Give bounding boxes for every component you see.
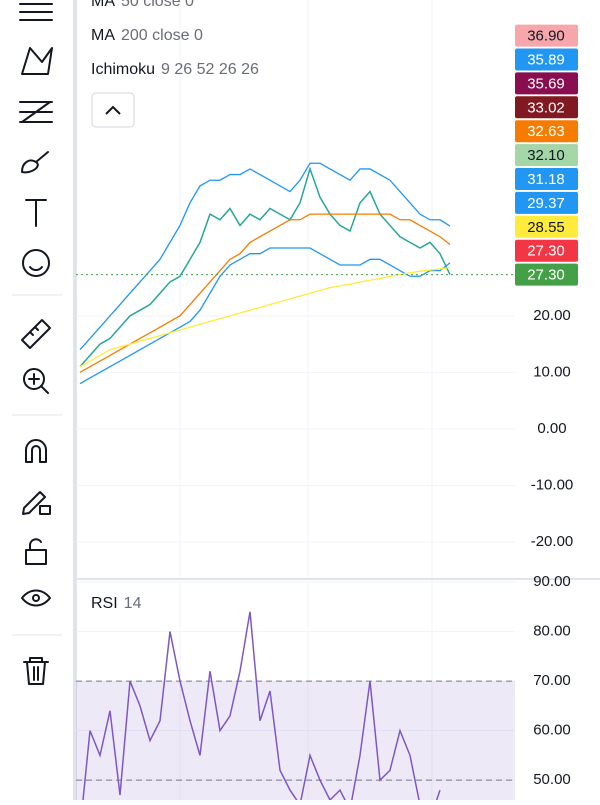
- price-tag: [515, 144, 578, 167]
- price-tag-label: 32.63: [527, 123, 565, 140]
- price-tag: [515, 263, 578, 286]
- fib-icon[interactable]: [19, 101, 53, 123]
- rsi_pane-plot: [76, 580, 515, 800]
- legend-name: MA: [91, 27, 115, 44]
- ruler-icon[interactable]: [21, 319, 51, 349]
- toolbar: [12, 0, 77, 800]
- eye-icon[interactable]: [21, 589, 51, 607]
- price-tag: [515, 239, 578, 262]
- legend-params: 9 26 52 26 26: [161, 61, 259, 78]
- price-tag-label: 35.69: [527, 75, 565, 92]
- series-line: [79, 266, 451, 368]
- price-tag-label: 27.30: [527, 267, 565, 284]
- series-line: [79, 213, 451, 373]
- price-tag-label: 28.55: [527, 219, 565, 236]
- price-tag: [515, 72, 578, 95]
- price-tag: [515, 48, 578, 71]
- series-line: [79, 247, 451, 385]
- price_pane-plot: [76, 0, 515, 578]
- y-tick-label: 50.00: [533, 771, 571, 788]
- rsi-band: [76, 681, 515, 800]
- price-tag: [515, 215, 578, 238]
- y-tick-label: 70.00: [533, 672, 571, 689]
- price-tag: [515, 191, 578, 214]
- collapse-button[interactable]: [91, 92, 135, 128]
- price-tag: [515, 96, 578, 119]
- price-tag: [515, 167, 578, 190]
- legend-name: Ichimoku: [91, 61, 155, 78]
- legend-params: 200 close 0: [121, 27, 203, 44]
- zoom-icon[interactable]: [23, 368, 49, 394]
- series-line: [82, 611, 441, 800]
- y-tick-label: -20.00: [531, 533, 574, 550]
- price-tag-label: 27.30: [527, 243, 565, 260]
- price-tag: [515, 24, 578, 47]
- price-tag: [515, 120, 578, 143]
- brush-icon[interactable]: [21, 151, 49, 174]
- price-tag-label: 36.90: [527, 28, 565, 45]
- lock-icon[interactable]: [25, 538, 47, 565]
- lock-draw-icon[interactable]: [22, 491, 51, 515]
- y-tick-label: 20.00: [533, 307, 571, 324]
- y-tick-label: 60.00: [533, 722, 571, 739]
- price-tag-label: 33.02: [527, 99, 565, 116]
- series-line: [79, 166, 451, 368]
- series-line: [79, 162, 451, 351]
- price-tag-label: 32.10: [527, 147, 565, 164]
- y-tick-label: 90.00: [533, 573, 571, 590]
- pattern-icon[interactable]: [21, 47, 53, 75]
- y-tick-label: -10.00: [531, 476, 574, 493]
- trash-icon[interactable]: [23, 657, 49, 685]
- y-tick-label: 80.00: [533, 623, 571, 640]
- rsi-title: RSI: [91, 595, 118, 612]
- y-tick-label: 10.00: [533, 363, 571, 380]
- legend-name: MA: [91, 0, 115, 10]
- rsi-params: 14: [124, 595, 142, 612]
- price-tag-label: 31.18: [527, 171, 565, 188]
- price-tag-label: 29.37: [527, 195, 565, 212]
- magnet-icon[interactable]: [25, 439, 47, 463]
- text-icon[interactable]: [25, 199, 47, 227]
- emoji-icon[interactable]: [22, 249, 50, 277]
- menu-icon[interactable]: [19, 3, 53, 21]
- price-tag-label: 35.89: [527, 51, 565, 68]
- y-tick-label: 0.00: [537, 420, 566, 437]
- legend-params: 50 close 0: [121, 0, 194, 10]
